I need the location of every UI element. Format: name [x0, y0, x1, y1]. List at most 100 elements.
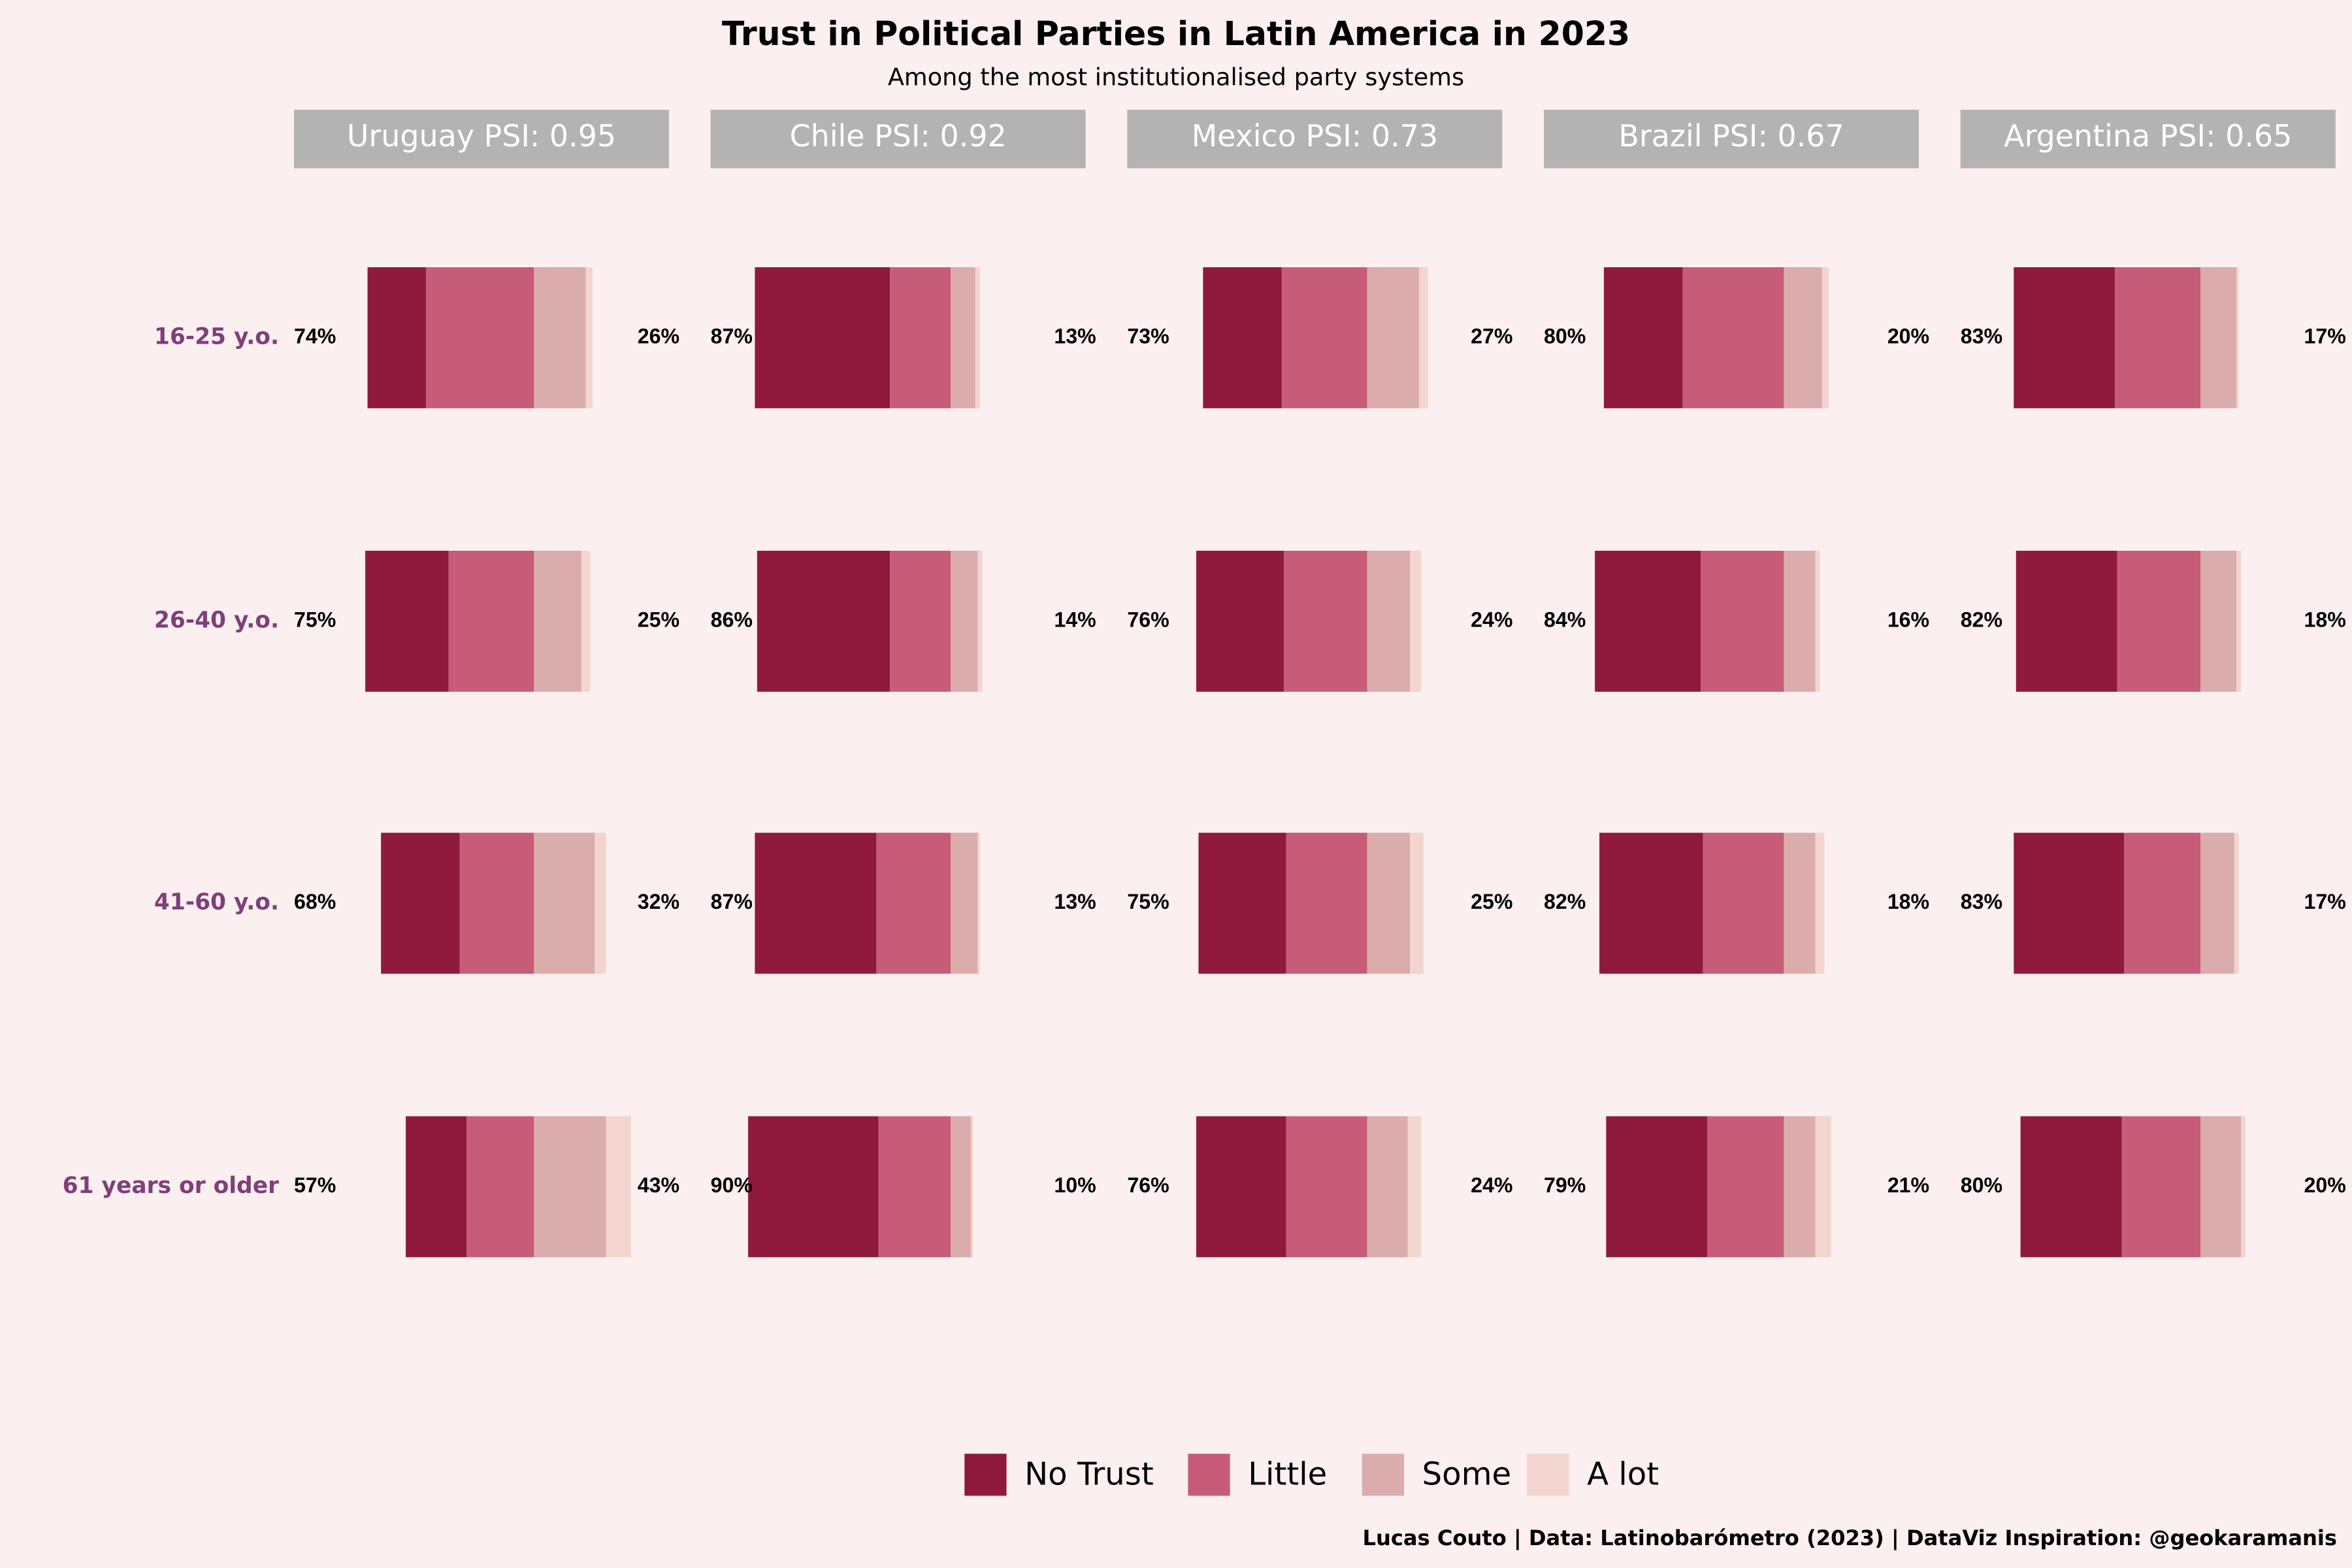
right-total-label: 13%	[1054, 324, 1096, 348]
right-total-label: 18%	[1887, 890, 1929, 913]
left-total-label: 75%	[1127, 890, 1169, 913]
right-total-label: 24%	[1471, 608, 1512, 631]
bar-segment	[2020, 1116, 2122, 1258]
bar-segment	[951, 550, 978, 692]
bar-segment	[876, 832, 951, 974]
panel-title: Chile PSI: 0.92	[790, 118, 1007, 154]
bar-segment	[1198, 832, 1286, 974]
bar-segment	[534, 1116, 606, 1258]
bar-segment	[2236, 550, 2242, 692]
bar-segment	[2241, 1116, 2246, 1258]
bar-segment	[748, 1116, 879, 1258]
legend-label: Some	[1422, 1456, 1512, 1493]
row-label: 16-25 y.o.	[154, 323, 279, 350]
bar-segment	[1599, 832, 1703, 974]
bar-segment	[1815, 1116, 1831, 1258]
bar-segment	[2200, 267, 2237, 408]
left-total-label: 76%	[1127, 608, 1169, 631]
bar-segment	[890, 550, 951, 692]
bar-segment	[365, 550, 449, 692]
row-label: 41-60 y.o.	[154, 889, 279, 915]
chart-title: Trust in Political Parties in Latin Amer…	[722, 14, 1630, 53]
legend-swatch	[1527, 1454, 1569, 1496]
bar-segment	[1196, 550, 1284, 692]
bar-segment	[426, 267, 534, 408]
panel-title: Mexico PSI: 0.73	[1192, 118, 1439, 154]
legend-label: No Trust	[1024, 1456, 1154, 1493]
bar-segment	[1595, 550, 1701, 692]
right-total-label: 32%	[638, 890, 679, 913]
bar-segment	[1367, 1116, 1408, 1258]
left-total-label: 57%	[294, 1173, 336, 1197]
bar-segment	[459, 832, 534, 974]
bar-segment	[1682, 267, 1784, 408]
bar-segment	[951, 1116, 972, 1258]
bar-segment	[755, 267, 890, 408]
legend-label: Little	[1248, 1456, 1327, 1493]
bar-segment	[534, 267, 586, 408]
right-total-label: 24%	[1471, 1173, 1512, 1197]
bar-segment	[951, 832, 978, 974]
panel-header	[1960, 109, 2336, 169]
legend-swatch	[1362, 1454, 1404, 1496]
bar-segment	[878, 1116, 951, 1258]
bar-segment	[466, 1116, 534, 1258]
bar-segment	[1196, 1116, 1286, 1258]
left-total-label: 79%	[1544, 1173, 1586, 1197]
bar-segment	[977, 832, 980, 974]
right-total-label: 26%	[638, 324, 679, 348]
left-total-label: 76%	[1127, 1173, 1169, 1197]
bar-segment	[1821, 267, 1829, 408]
bar-segment	[2200, 1116, 2242, 1258]
bar-segment	[757, 550, 890, 692]
bar-segment	[2234, 832, 2239, 974]
bar-segment	[1367, 550, 1411, 692]
left-total-label: 82%	[1544, 890, 1586, 913]
right-total-label: 17%	[2304, 324, 2346, 348]
bar-segment	[2016, 550, 2117, 692]
bar-segment	[1203, 267, 1282, 408]
bar-segment	[595, 832, 606, 974]
right-total-label: 18%	[2304, 608, 2346, 631]
bar-segment	[1284, 550, 1367, 692]
bar-segment	[977, 550, 983, 692]
right-total-label: 43%	[638, 1173, 679, 1197]
bar-segment	[585, 267, 593, 408]
bar-segment	[1815, 550, 1820, 692]
bar-segment	[2121, 1116, 2201, 1258]
bar-segment	[1700, 550, 1784, 692]
bar-segment	[2236, 267, 2239, 408]
bar-segment	[1367, 267, 1419, 408]
chart-subtitle: Among the most institutionalised party s…	[888, 63, 1464, 91]
bar-segment	[2124, 832, 2201, 974]
bar-segment	[1815, 832, 1825, 974]
bar-segment	[1407, 1116, 1422, 1258]
bar-segment	[1703, 832, 1784, 974]
bar-segment	[975, 267, 980, 408]
left-total-label: 86%	[711, 608, 753, 631]
right-total-label: 20%	[2304, 1173, 2346, 1197]
left-total-label: 80%	[1961, 1173, 2002, 1197]
panel-header	[294, 109, 669, 169]
bar-segment	[2014, 832, 2125, 974]
bar-segment	[1281, 267, 1367, 408]
left-total-label: 83%	[1961, 890, 2002, 913]
left-total-label: 87%	[711, 890, 753, 913]
bar-segment	[2117, 550, 2201, 692]
left-total-label: 68%	[294, 890, 336, 913]
bar-segment	[1784, 832, 1816, 974]
panel-header	[1127, 109, 1503, 169]
right-total-label: 25%	[1471, 890, 1512, 913]
left-total-label: 83%	[1961, 324, 2002, 348]
bar-segment	[2200, 550, 2237, 692]
bar-segment	[1286, 1116, 1367, 1258]
left-total-label: 73%	[1127, 324, 1169, 348]
bar-segment	[1707, 1116, 1784, 1258]
panel-title: Brazil PSI: 0.67	[1618, 118, 1844, 154]
bar-segment	[406, 1116, 467, 1258]
bar-segment	[1784, 267, 1822, 408]
bar-segment	[448, 550, 534, 692]
bar-segment	[2014, 267, 2115, 408]
right-total-label: 13%	[1054, 890, 1096, 913]
